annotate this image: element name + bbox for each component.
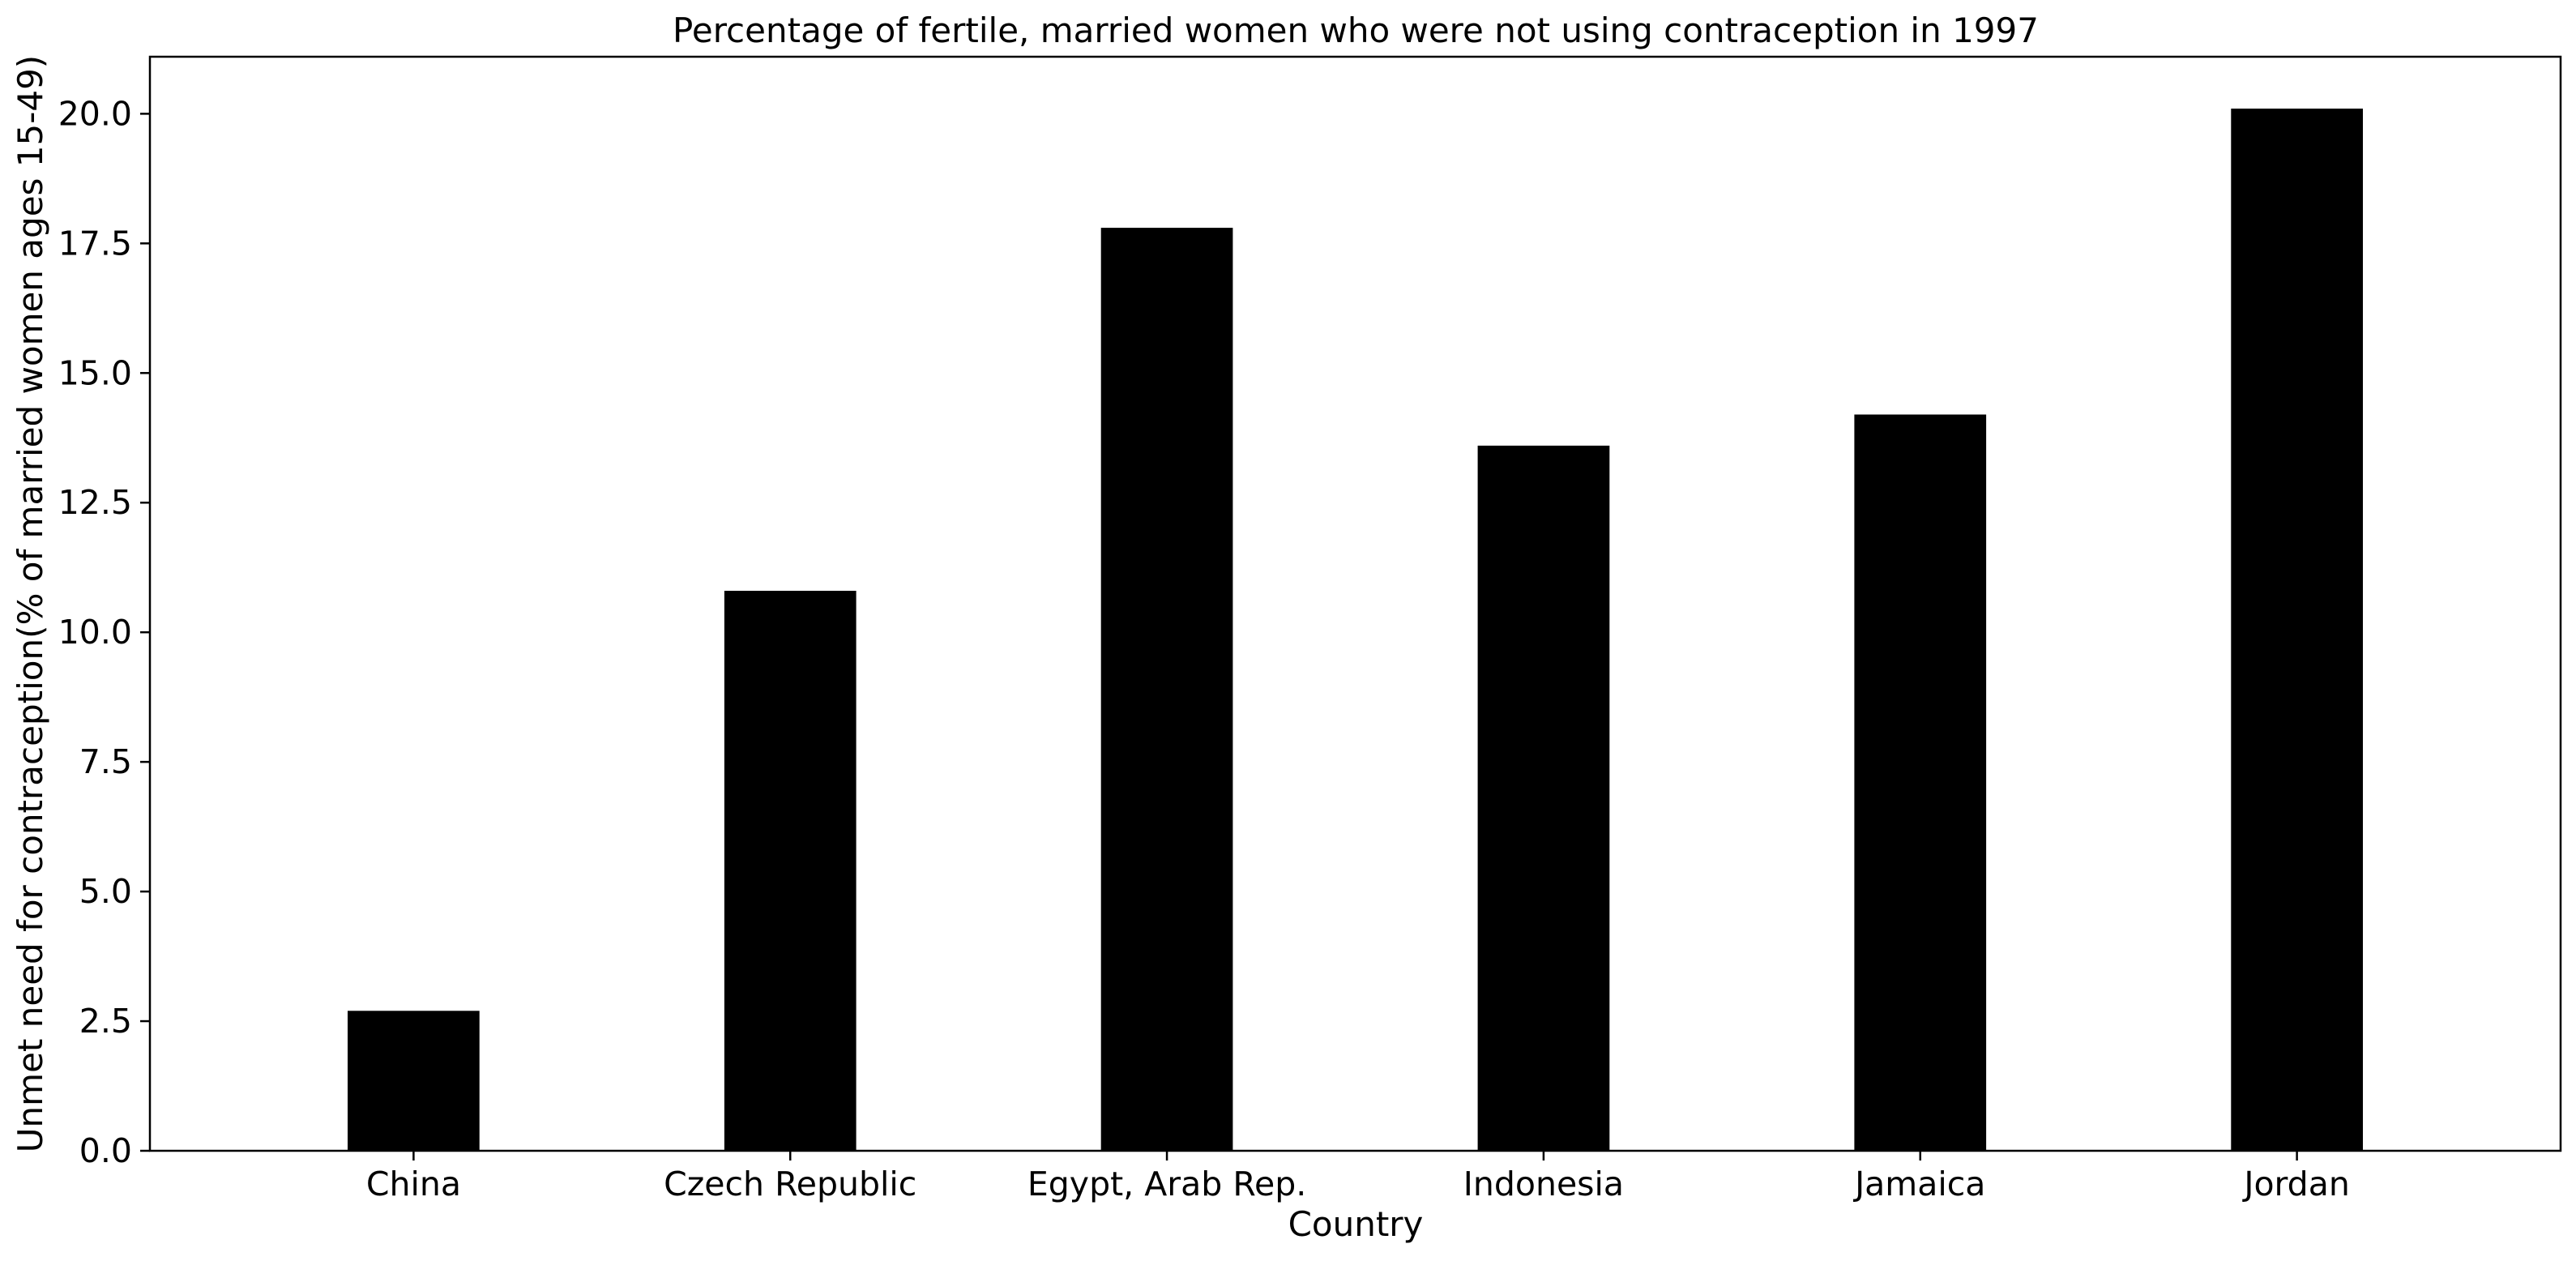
- y-tick-label: 2.5: [79, 1002, 132, 1041]
- x-axis-label: Country: [1288, 1204, 1424, 1244]
- chart-title: Percentage of fertile, married women who…: [673, 11, 2039, 50]
- bar: [2231, 109, 2363, 1151]
- y-tick-label: 17.5: [58, 224, 132, 263]
- bar: [1477, 445, 1610, 1151]
- x-tick-label: Egypt, Arab Rep.: [1027, 1165, 1306, 1203]
- bar: [724, 591, 857, 1151]
- bar: [1100, 228, 1233, 1152]
- x-tick-label: China: [366, 1165, 461, 1203]
- x-tick-label: Czech Republic: [664, 1165, 916, 1203]
- plot-frame: [148, 55, 2562, 1152]
- y-tick-label: 10.0: [58, 613, 132, 652]
- x-tick-label: Indonesia: [1463, 1165, 1624, 1203]
- y-axis-label: Unmet need for contraception(% of marrie…: [11, 55, 50, 1152]
- y-tick-label: 7.5: [79, 742, 132, 781]
- y-axis-ticks: 0.0 2.5 5.0 7.5 10.0 12.5 15.0 17.5 20.0: [58, 94, 150, 1170]
- y-tick-label: 5.0: [79, 872, 132, 911]
- y-tick-label: 15.0: [58, 353, 132, 392]
- x-axis-ticks: China Czech Republic Egypt, Arab Rep. Indon…: [366, 1151, 2350, 1203]
- x-tick-label: Jamaica: [1852, 1165, 1985, 1203]
- bar: [1854, 414, 1987, 1151]
- x-tick-label: Jordan: [2241, 1165, 2349, 1203]
- bar: [348, 1011, 480, 1151]
- bar-group: [348, 109, 2363, 1152]
- y-tick-label: 12.5: [58, 483, 132, 522]
- y-tick-label: 0.0: [79, 1131, 132, 1170]
- y-tick-label: 20.0: [58, 94, 132, 133]
